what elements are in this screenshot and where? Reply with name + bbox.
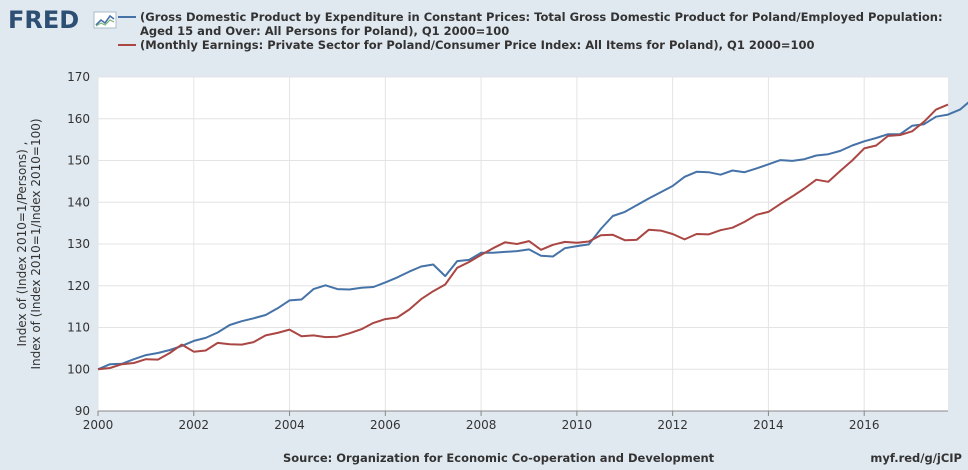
- x-tick-label: 2002: [179, 418, 210, 432]
- x-tick-label: 2008: [466, 418, 497, 432]
- y-tick-label: 130: [67, 237, 90, 251]
- fred-logo-text: FRED: [8, 6, 79, 34]
- chart-legend: (Gross Domestic Product by Expenditure i…: [118, 10, 963, 52]
- x-tick-label: 2004: [274, 418, 305, 432]
- y-tick-label: 140: [67, 195, 90, 209]
- y-tick-label: 160: [67, 112, 90, 126]
- short-link[interactable]: myf.red/g/jCIP: [870, 451, 962, 465]
- y-tick-label: 150: [67, 154, 90, 168]
- series-line-1[interactable]: [97, 93, 968, 371]
- x-tick-label: 2012: [657, 418, 688, 432]
- x-tick-label: 2010: [562, 418, 593, 432]
- legend-swatch-gdp: [118, 16, 136, 18]
- legend-item-gdp-per-employed[interactable]: (Gross Domestic Product by Expenditure i…: [118, 10, 963, 38]
- legend-label-earnings: (Monthly Earnings: Private Sector for Po…: [140, 38, 815, 52]
- x-tick-label: 2016: [849, 418, 880, 432]
- source-note: Source: Organization for Economic Co-ope…: [283, 451, 715, 465]
- y-tick-label: 170: [67, 70, 90, 84]
- y-tick-label: 110: [67, 321, 90, 335]
- legend-swatch-earnings: [118, 44, 136, 46]
- x-tick-label: 2006: [370, 418, 401, 432]
- x-tick-label: 2014: [753, 418, 784, 432]
- legend-item-real-earnings[interactable]: (Monthly Earnings: Private Sector for Po…: [118, 38, 963, 52]
- y-axis-title: Index of (Index 2010=1/Persons) ,Index o…: [15, 118, 43, 369]
- y-tick-label: 90: [75, 404, 90, 418]
- y-tick-label: 120: [67, 279, 90, 293]
- x-tick-label: 2000: [83, 418, 114, 432]
- fred-logo[interactable]: FRED: [8, 6, 120, 36]
- y-tick-label: 100: [67, 362, 90, 376]
- fred-logo-graph-icon: [93, 11, 117, 29]
- legend-label-gdp: (Gross Domestic Product by Expenditure i…: [140, 10, 943, 38]
- series-line-2[interactable]: [97, 103, 949, 371]
